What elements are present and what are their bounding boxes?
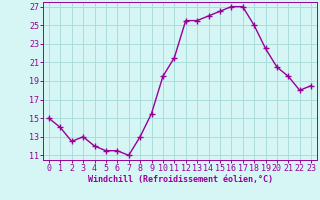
X-axis label: Windchill (Refroidissement éolien,°C): Windchill (Refroidissement éolien,°C) (87, 175, 273, 184)
